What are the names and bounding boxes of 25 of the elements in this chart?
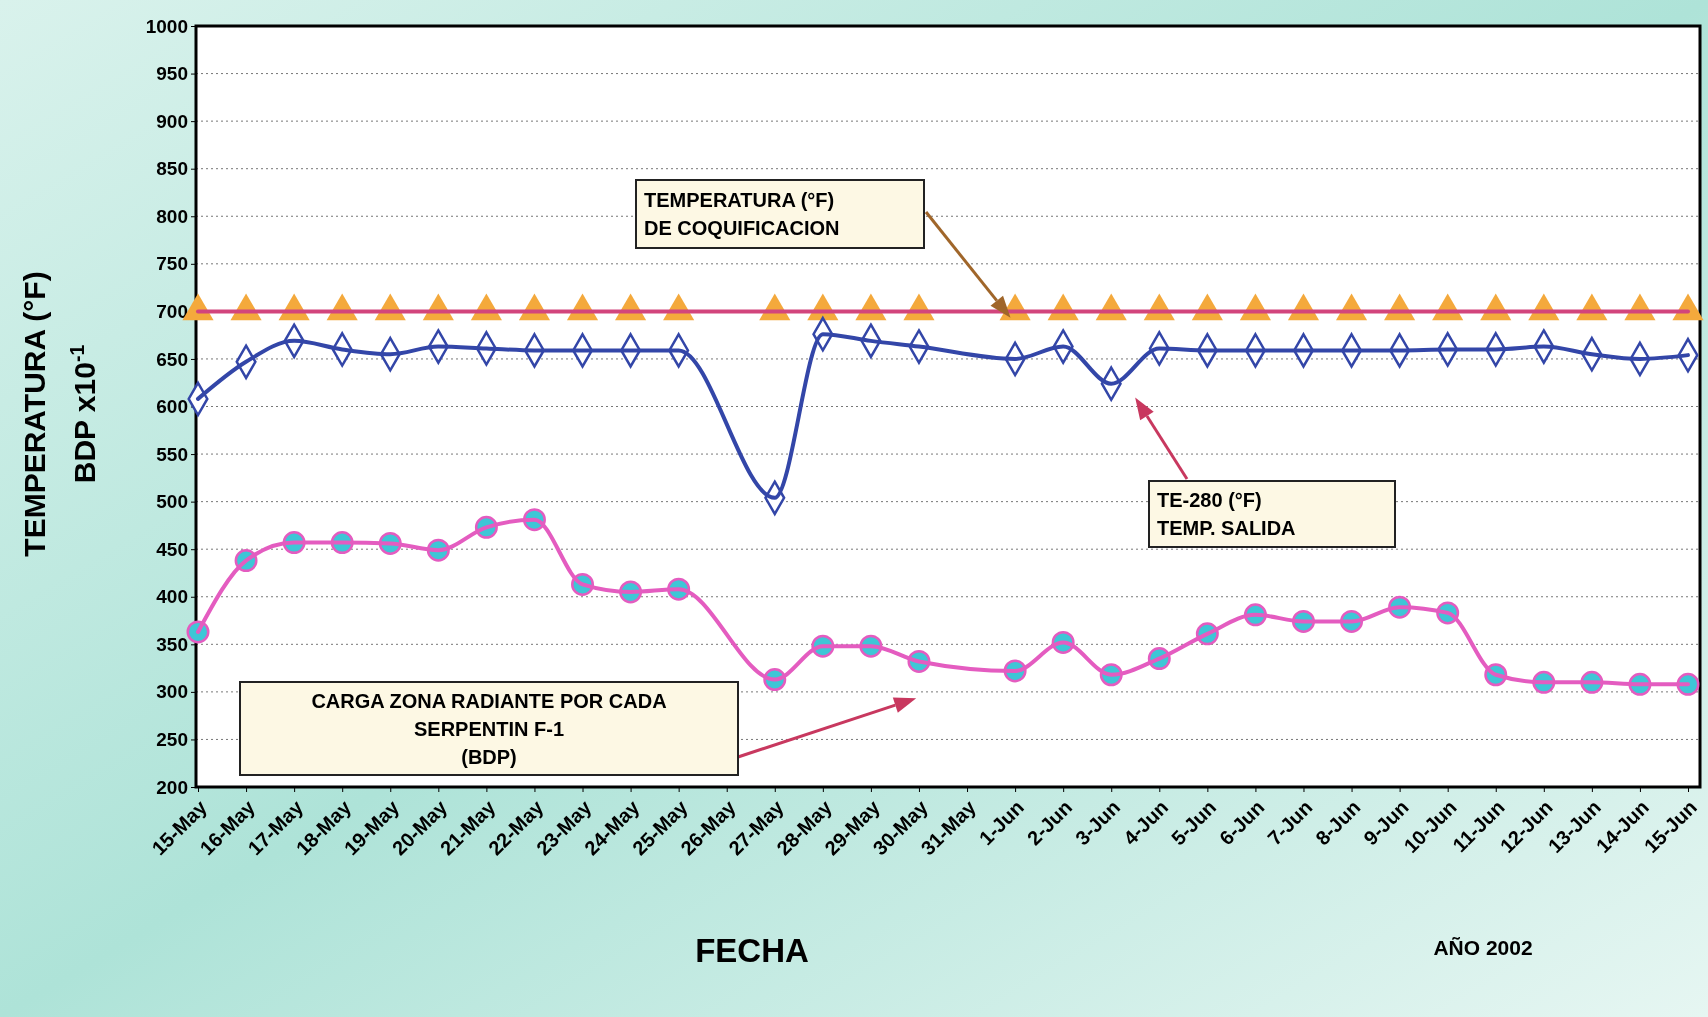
y-tick-label: 250 xyxy=(156,729,188,751)
annotation: TEMPERATURA (°F) DE COQUIFICACION xyxy=(644,189,840,239)
y-tick-label: 900 xyxy=(156,110,188,132)
y-tick-label: 300 xyxy=(156,681,188,703)
y-tick-label: 450 xyxy=(156,538,188,560)
y-tick-label: 750 xyxy=(156,253,188,275)
text: AÑO 2002 xyxy=(1433,936,1533,959)
y-tick-label: 600 xyxy=(156,396,188,418)
x-axis-title: FECHA xyxy=(695,932,809,969)
y-tick-label: 650 xyxy=(156,348,188,370)
y-tick-label: 700 xyxy=(156,300,188,322)
y-tick-label: 550 xyxy=(156,443,188,465)
y-tick-label: 400 xyxy=(156,586,188,608)
y-tick-label: 1000 xyxy=(145,15,188,37)
y-tick-label: 800 xyxy=(156,205,188,227)
note-box: TEMPERATURA (°F) DE COQUIFICACION xyxy=(635,179,925,249)
annotation: TE-280 (°F) TEMP. SALIDA xyxy=(1157,489,1296,539)
y-tick-label: 200 xyxy=(156,776,188,798)
y-tick-label: 850 xyxy=(156,158,188,180)
note-box: TE-280 (°F) TEMP. SALIDA xyxy=(1148,480,1396,548)
note-box: CARGA ZONA RADIANTE POR CADA SERPENTIN F-1 (BDP) xyxy=(239,681,739,776)
annotation: CARGA ZONA RADIANTE POR CADA SERPENTIN F-1 (BDP) xyxy=(311,689,667,768)
y-tick-label: 350 xyxy=(156,633,188,655)
y-tick-label: 500 xyxy=(156,491,188,513)
y-tick-label: 950 xyxy=(156,63,188,85)
